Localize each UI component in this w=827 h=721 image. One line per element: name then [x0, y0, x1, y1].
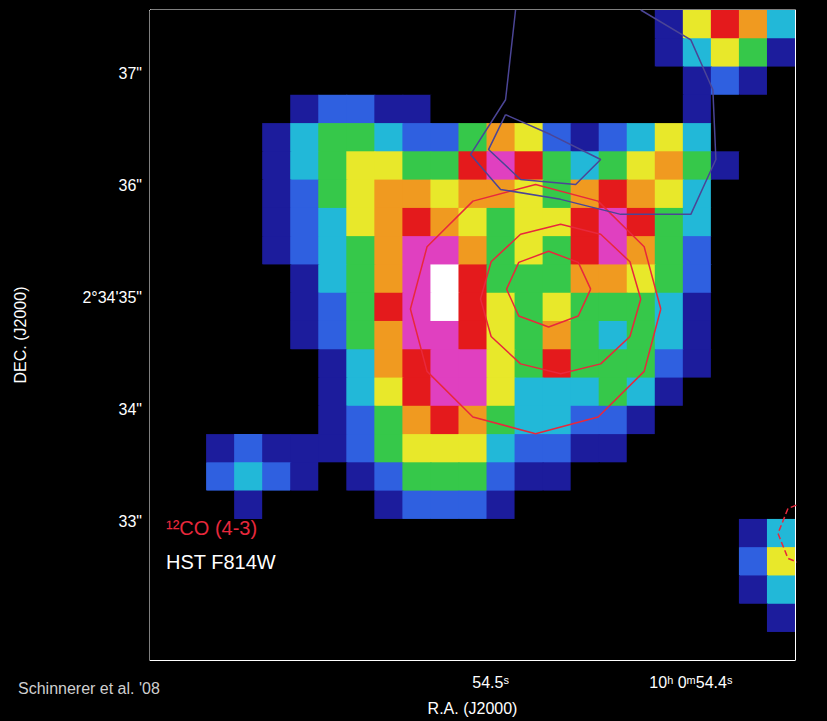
svg-text:34": 34"	[119, 401, 142, 418]
svg-text:37": 37"	[119, 65, 142, 82]
svg-text:36": 36"	[119, 177, 142, 194]
svg-text:¹²CO (4-3): ¹²CO (4-3)	[166, 517, 257, 539]
svg-text:2°34'35": 2°34'35"	[82, 289, 142, 306]
svg-text:10ʰ 0ᵐ54.4ˢ: 10ʰ 0ᵐ54.4ˢ	[649, 674, 733, 691]
svg-text:54.5ˢ: 54.5ˢ	[472, 674, 509, 691]
svg-text:HST F814W: HST F814W	[166, 551, 276, 573]
svg-text:Schinnerer et al. '08: Schinnerer et al. '08	[18, 680, 160, 697]
svg-text:R.A. (J2000): R.A. (J2000)	[428, 700, 518, 717]
svg-text:33": 33"	[119, 513, 142, 530]
svg-text:DEC. (J2000): DEC. (J2000)	[12, 287, 29, 384]
